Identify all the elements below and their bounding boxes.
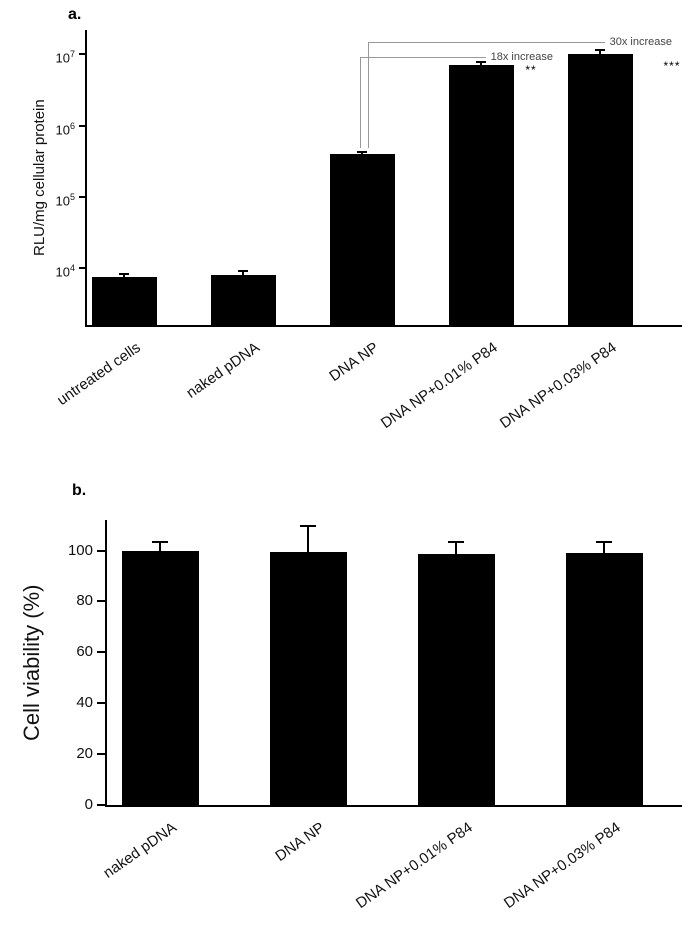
error-bar-cap xyxy=(448,540,464,543)
error-bar-cap xyxy=(119,273,129,276)
error-bar-cap xyxy=(357,150,367,153)
x-tick-label: DNA NP+0.01% P84 xyxy=(377,339,501,433)
y-tick xyxy=(79,124,85,127)
significance-stars: ** xyxy=(525,63,537,77)
bracket-horizontal-line xyxy=(368,42,672,43)
y-tick xyxy=(97,549,105,552)
error-bar-cap xyxy=(596,540,612,543)
y-tick-label: 40 xyxy=(76,694,93,712)
panel-b-label: b. xyxy=(72,482,87,499)
error-bar xyxy=(599,50,601,61)
panel-a-label: a. xyxy=(68,6,82,23)
error-bar-cap xyxy=(300,525,316,528)
panel-a-plot: 104 105 106 107 untreated cells naked pDNA DNA… xyxy=(54,30,682,432)
error-bar xyxy=(455,541,457,561)
y-tick-label: 60 xyxy=(76,643,93,661)
bar xyxy=(121,550,199,805)
bar xyxy=(269,551,347,805)
x-tick-label: DNA NP xyxy=(326,339,382,385)
y-tick xyxy=(97,651,105,654)
y-tick-label: 107 xyxy=(55,49,75,66)
y-tick xyxy=(79,53,85,56)
x-tick-label: naked pDNA xyxy=(183,339,263,402)
annotation-label: 30x increase xyxy=(604,34,672,50)
error-bar xyxy=(361,151,363,161)
y-tick-label: 105 xyxy=(55,191,75,209)
y-tick-label: 106 xyxy=(55,120,75,138)
error-bar xyxy=(123,274,125,284)
annotation-label: 18x increase xyxy=(485,49,553,65)
bracket-vertical-line xyxy=(368,42,369,149)
significance-stars: *** xyxy=(663,59,681,73)
bracket-horizontal-line xyxy=(360,57,553,58)
y-tick xyxy=(79,195,85,198)
bar xyxy=(448,65,514,325)
error-bar-cap xyxy=(238,269,248,272)
bar xyxy=(417,554,495,805)
bar xyxy=(210,275,276,325)
y-tick-label: 104 xyxy=(55,263,75,280)
y-tick xyxy=(97,600,105,603)
y-tick xyxy=(79,267,85,270)
y-tick xyxy=(97,702,105,705)
bar xyxy=(329,154,395,325)
error-bar-cap xyxy=(595,49,605,52)
error-bar xyxy=(307,526,309,558)
y-tick xyxy=(97,804,105,806)
error-bar xyxy=(603,541,605,560)
error-bar xyxy=(480,62,482,72)
bracket-vertical-line xyxy=(360,57,361,149)
panel-a-y-axis-label: RLU/mg cellular protein xyxy=(31,99,48,256)
y-tick xyxy=(97,753,105,756)
y-tick-label: 0 xyxy=(84,796,93,813)
bar xyxy=(565,553,643,805)
panel-b-y-axis-label: Cell viability (%) xyxy=(19,584,44,741)
x-tick-label: naked pDNA xyxy=(100,819,180,882)
y-tick-label: 100 xyxy=(67,541,93,559)
x-tick-label: DNA NP+0.03% P84 xyxy=(496,339,620,433)
bar xyxy=(91,277,157,325)
error-bar-cap xyxy=(152,540,168,543)
error-bar-cap xyxy=(476,61,486,64)
y-tick-label: 20 xyxy=(76,745,93,763)
panel-b-plot: 0 20 40 60 80 100 naked pDNA DNA NP DNA NP+0.01%… xyxy=(68,520,682,912)
error-bar xyxy=(242,270,244,282)
y-tick-label: 80 xyxy=(76,592,93,610)
bar xyxy=(567,54,633,325)
error-bar xyxy=(159,541,161,557)
